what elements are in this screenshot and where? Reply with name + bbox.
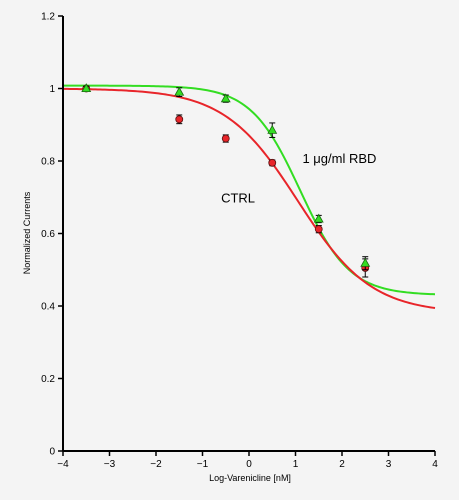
data-point-ctrl bbox=[175, 115, 184, 124]
annotation-ctrl: CTRL bbox=[221, 191, 255, 206]
y-tick-label: 0.8 bbox=[41, 157, 55, 168]
y-tick-label: 0 bbox=[49, 447, 55, 458]
data-point-rbd bbox=[267, 124, 278, 134]
data-points bbox=[81, 83, 371, 278]
x-tick-label: 0 bbox=[246, 459, 252, 470]
y-axis-label: Normalized Currents bbox=[22, 191, 32, 274]
y-tick-label: 0.4 bbox=[41, 302, 55, 313]
data-point-ctrl bbox=[221, 134, 230, 143]
data-point-rbd bbox=[220, 93, 231, 103]
ticks bbox=[58, 15, 436, 456]
data-point-ctrl bbox=[314, 225, 323, 234]
x-axis-label: Log-Varenicline [nM] bbox=[209, 473, 291, 483]
data-point-ctrl bbox=[268, 158, 277, 167]
x-tick-label: −1 bbox=[197, 459, 209, 470]
fit-curve-rbd bbox=[62, 84, 436, 296]
tick-labels: −4 −3 −2 −1 0 1 2 3 4 0 0.2 0.4 0.6 0.8 1 1.2 bbox=[41, 12, 438, 471]
data-point-rbd bbox=[174, 86, 185, 96]
x-tick-label: 2 bbox=[339, 459, 345, 470]
data-point-rbd bbox=[360, 257, 371, 267]
fit-curves bbox=[62, 84, 436, 310]
x-tick-label: 4 bbox=[432, 459, 438, 470]
y-tick-label: 1 bbox=[49, 84, 55, 95]
x-tick-label: 3 bbox=[386, 459, 392, 470]
x-tick-label: −2 bbox=[150, 459, 162, 470]
annotation-rbd: 1 μg/ml RBD bbox=[302, 151, 376, 166]
x-tick-label: −4 bbox=[57, 459, 69, 470]
y-tick-label: 0.2 bbox=[41, 374, 55, 385]
data-point-rbd bbox=[81, 83, 92, 93]
y-tick-label: 1.2 bbox=[41, 12, 55, 23]
data-point-rbd bbox=[313, 213, 324, 223]
fit-curve-ctrl bbox=[62, 87, 436, 310]
y-tick-label: 0.6 bbox=[41, 229, 55, 240]
x-tick-label: 1 bbox=[293, 459, 299, 470]
x-tick-label: −3 bbox=[104, 459, 116, 470]
